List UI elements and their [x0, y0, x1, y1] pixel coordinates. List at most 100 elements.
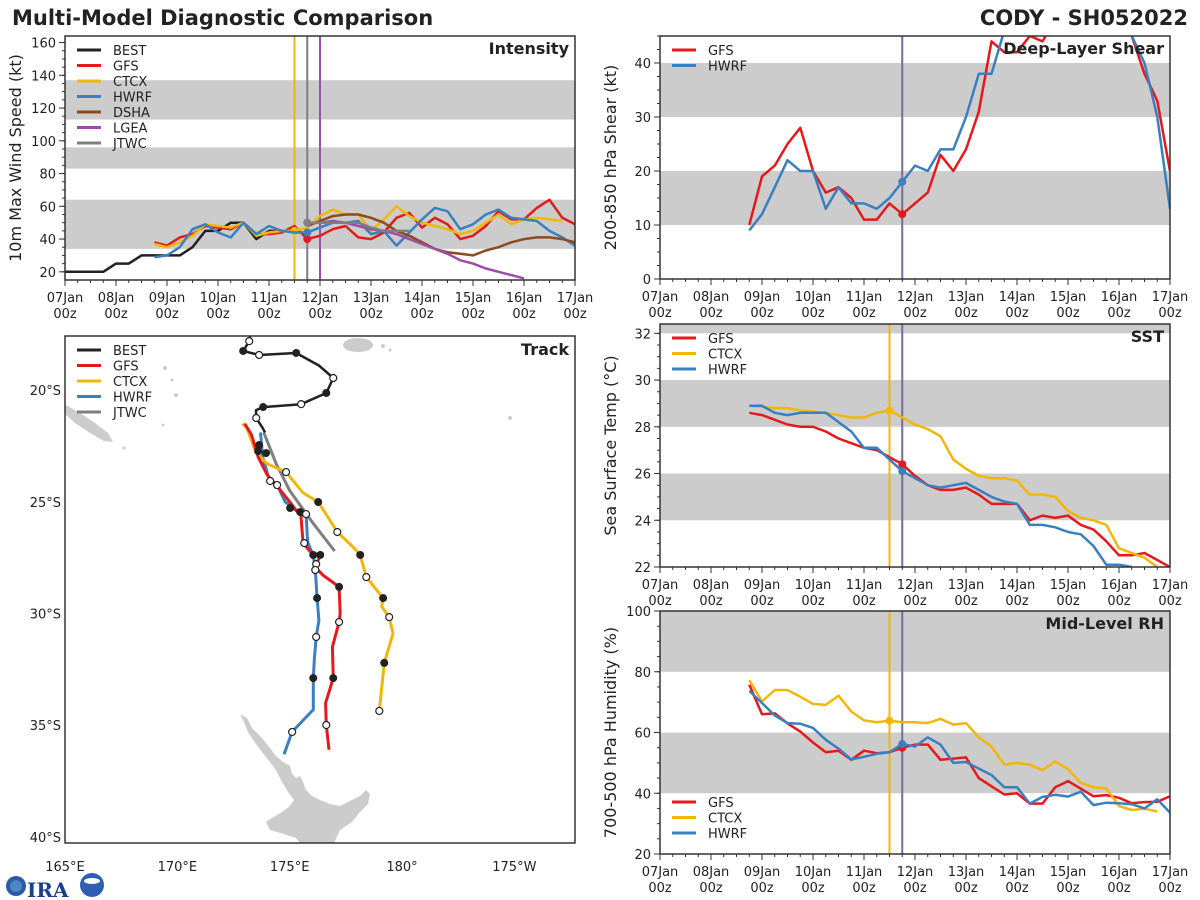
x-tick-label: 17Jan	[557, 291, 594, 306]
new-caledonia	[65, 405, 113, 442]
x-tick-label: 17Jan	[1152, 865, 1189, 880]
x-tick-label: 00z	[954, 881, 978, 896]
x-tick-label: 00z	[206, 307, 230, 322]
y-tick-label: 32	[634, 327, 651, 342]
legend-label-gfs: GFS	[708, 332, 734, 347]
track-marker-00z	[309, 550, 318, 559]
y-tick-label: 80	[634, 666, 651, 681]
track-marker-00z	[380, 658, 389, 667]
track-plot-area	[239, 336, 395, 755]
track-marker-00z	[262, 449, 271, 458]
lat-tick-label: 40°S	[30, 831, 61, 846]
x-tick-label: 09Jan	[744, 865, 781, 880]
x-tick-label: 00z	[852, 306, 876, 321]
current-marker-ctcx	[885, 406, 894, 415]
x-tick-label: 15Jan	[455, 291, 492, 306]
map-frame	[64, 335, 576, 844]
track-line-gfs	[243, 422, 342, 750]
track-chart: 165°E 170°E 175°E 180° 175°W 20°S 25°S 30°S 35°S…	[30, 335, 576, 875]
current-marker-hwrf	[898, 467, 907, 476]
x-tick-label: 12Jan	[897, 865, 934, 880]
rh-chart: 07Jan00z08Jan00z09Jan00z10Jan00z11Jan00z…	[601, 605, 1188, 896]
track-marker-12z	[281, 467, 291, 477]
legend-label-best: BEST	[113, 44, 146, 59]
x-tick-label: 16Jan	[1101, 290, 1138, 305]
track-marker-12z	[362, 572, 371, 582]
x-tick-label: 00z	[1056, 594, 1080, 609]
track-marker-12z	[272, 480, 282, 490]
x-tick-label: 00z	[1107, 306, 1131, 321]
x-tick-label: 09Jan	[149, 291, 186, 306]
x-tick-label: 00z	[1158, 881, 1182, 896]
track-marker-00z	[292, 348, 301, 357]
threshold-band	[660, 732, 1170, 794]
x-tick-label: 11Jan	[251, 291, 288, 306]
lat-tick-label: 30°S	[30, 608, 61, 623]
series-line-gfs	[748, 36, 1170, 226]
series-line-jtwc	[307, 221, 410, 233]
x-tick-label: 00z	[801, 881, 825, 896]
threshold-band	[660, 473, 1170, 521]
x-tick-label: 00z	[257, 307, 281, 322]
threshold-band	[660, 171, 1170, 225]
legend-label-jtwc: JTWC	[112, 406, 147, 421]
x-tick-label: 00z	[410, 307, 434, 322]
x-tick-label: 00z	[1005, 306, 1029, 321]
x-tick-label: 00z	[104, 307, 128, 322]
x-tick-label: 15Jan	[1050, 290, 1087, 305]
x-tick-label: 00z	[903, 306, 927, 321]
panel-title: Intensity	[489, 39, 570, 58]
legend-label-gfs: GFS	[708, 44, 734, 59]
x-tick-label: 13Jan	[948, 865, 985, 880]
map-land	[65, 338, 512, 843]
lat-tick-label: 35°S	[30, 719, 61, 734]
x-tick-label: 08Jan	[98, 291, 135, 306]
current-marker-ctcx	[885, 716, 894, 725]
x-tick-label: 08Jan	[693, 578, 730, 593]
track-marker-12z	[311, 565, 320, 575]
threshold-band	[660, 63, 1170, 117]
y-tick-label: 26	[634, 468, 651, 483]
x-tick-label: 00z	[1005, 881, 1029, 896]
x-tick-label: 12Jan	[897, 578, 934, 593]
legend-label-hwrf: HWRF	[113, 391, 152, 406]
track-marker-12z	[375, 706, 384, 716]
track-marker-12z	[266, 476, 275, 486]
legend-label-lgea: LGEA	[113, 122, 148, 137]
y-tick-label: 60	[39, 200, 56, 215]
track-marker-12z	[245, 337, 254, 346]
current-marker-hwrf	[898, 740, 907, 749]
series-line-gfs	[153, 198, 575, 247]
y-tick-label: 60	[634, 727, 651, 742]
track-marker-12z	[252, 413, 261, 423]
x-tick-label: 00z	[801, 306, 825, 321]
y-tick-label: 0	[643, 273, 651, 288]
x-tick-label: 00z	[750, 881, 774, 896]
legend-label-best: BEST	[113, 344, 146, 359]
x-tick-label: 00z	[903, 594, 927, 609]
x-tick-label: 00z	[461, 307, 485, 322]
x-tick-label: 00z	[1158, 306, 1182, 321]
sst-chart: 07Jan00z08Jan00z09Jan00z10Jan00z11Jan00z…	[601, 323, 1188, 609]
x-tick-label: 12Jan	[302, 291, 339, 306]
track-marker-00z	[314, 498, 323, 507]
x-tick-label: 13Jan	[353, 291, 390, 306]
track-line-jtwc	[262, 431, 336, 552]
x-tick-label: 09Jan	[744, 290, 781, 305]
track-marker-12z	[322, 720, 331, 730]
x-tick-label: 16Jan	[506, 291, 543, 306]
track-marker-00z	[322, 388, 331, 397]
north-island-nz	[240, 714, 370, 843]
series-line-gfs	[748, 684, 1170, 805]
y-tick-label: 30	[634, 374, 651, 389]
x-tick-label: 00z	[699, 881, 723, 896]
track-marker-00z	[286, 504, 295, 513]
legend-label-hwrf: HWRF	[113, 91, 152, 106]
x-tick-label: 00z	[954, 594, 978, 609]
x-tick-label: 11Jan	[846, 865, 883, 880]
track-marker-00z	[316, 550, 325, 559]
x-tick-label: 00z	[648, 881, 672, 896]
legend-label-hwrf: HWRF	[708, 363, 747, 378]
y-tick-label: 20	[634, 165, 651, 180]
